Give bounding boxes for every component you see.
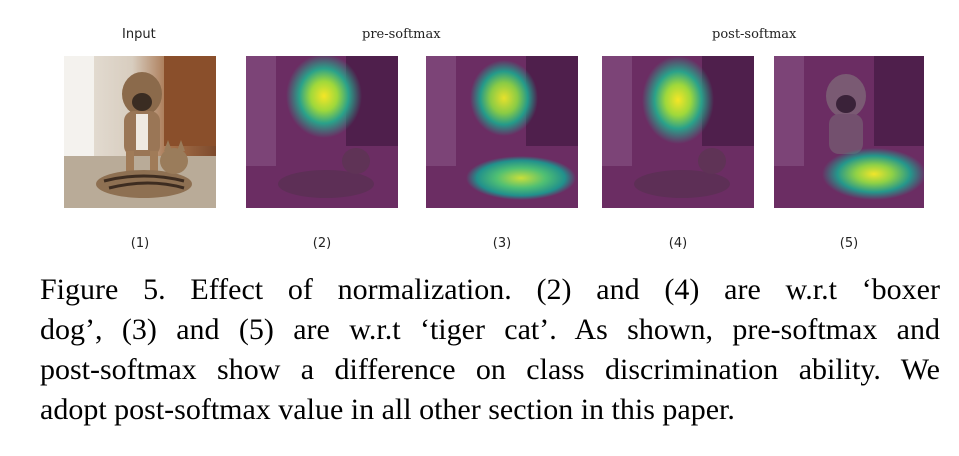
header-post-softmax: post-softmax <box>712 27 797 42</box>
caption-line-1: Figure 5. Effect of normalization. (2) a… <box>40 273 940 306</box>
figure-caption: Figure 5. Effect of normalization. (2) a… <box>40 270 940 430</box>
panel-label-2: (2) <box>312 236 332 251</box>
heatmap-post-softmax-dog <box>602 56 754 208</box>
panel-label-5: (5) <box>839 236 859 251</box>
header-input: Input <box>122 27 156 42</box>
caption-line-2: dog’, (3) and (5) are w.r.t ‘tiger cat’.… <box>40 313 940 346</box>
panel-label-4: (4) <box>668 236 688 251</box>
header-pre-softmax: pre-softmax <box>362 27 441 42</box>
heatmap-post-softmax-cat <box>774 56 924 208</box>
caption-line-4: adopt post-softmax value in all other se… <box>40 393 735 426</box>
panel-label-3: (3) <box>492 236 512 251</box>
heatmap-pre-softmax-dog <box>246 56 398 208</box>
panel-label-1: (1) <box>130 236 150 251</box>
heatmap-pre-softmax-cat <box>426 56 578 208</box>
caption-line-3: post-softmax show a difference on class … <box>40 353 940 386</box>
input-photo <box>64 56 216 208</box>
